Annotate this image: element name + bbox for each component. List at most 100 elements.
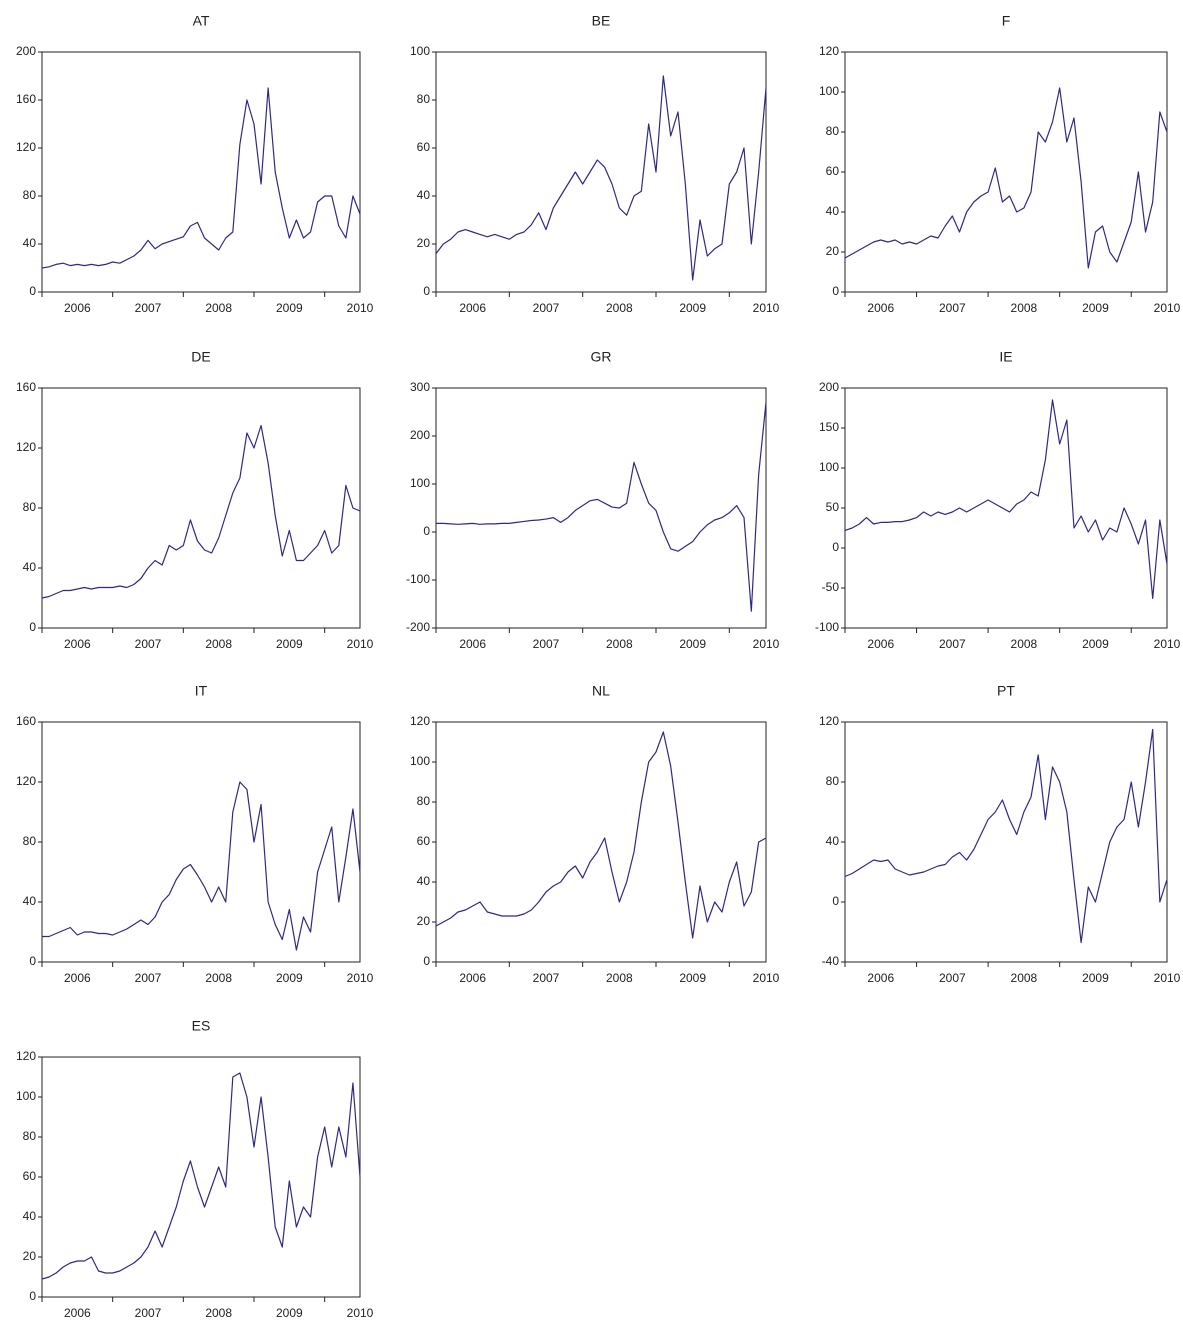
x-tick-label: 2007 — [135, 637, 162, 651]
y-tick-label: 80 — [23, 188, 37, 202]
y-tick-label: 100 — [819, 84, 839, 98]
x-tick-label: 2008 — [205, 301, 232, 315]
x-tick-label: 2010 — [347, 637, 374, 651]
x-tick-label: 2007 — [939, 637, 966, 651]
panel: BE 0 20 40 60 80 100 2006 2007 2008 2009 2010 — [410, 13, 780, 315]
x-tick-label: 2009 — [679, 637, 706, 651]
x-tick-label: 2006 — [64, 1306, 91, 1320]
y-tick-label: -50 — [822, 580, 840, 594]
panel-title: PT — [997, 683, 1015, 699]
y-tick-label: 160 — [16, 92, 36, 106]
data-line — [41, 87, 361, 269]
data-line — [844, 87, 1168, 269]
panel: NL 0 20 40 60 80 100 120 2006 2007 2008 2009 2010 — [410, 683, 780, 985]
y-tick-label: 0 — [832, 284, 839, 298]
x-tick-label: 2006 — [64, 971, 91, 985]
data-line — [41, 424, 361, 599]
panel-title: AT — [193, 13, 210, 29]
x-tick-label: 2007 — [533, 971, 560, 985]
panel: DE 0 40 80 120 160 2006 2007 2008 2009 2010 — [16, 349, 374, 651]
x-tick-label: 2008 — [1011, 971, 1038, 985]
y-tick-label: 120 — [16, 140, 36, 154]
y-tick-label: 40 — [826, 834, 840, 848]
x-tick-label: 2009 — [1082, 637, 1109, 651]
y-tick-label: -200 — [406, 620, 430, 634]
y-tick-label: 100 — [410, 476, 430, 490]
y-tick-label: 40 — [417, 874, 431, 888]
y-tick-label: 0 — [29, 954, 36, 968]
x-tick-label: 2009 — [679, 971, 706, 985]
y-tick-label: 100 — [819, 460, 839, 474]
x-tick-label: 2009 — [276, 1306, 303, 1320]
x-tick-label: 2009 — [276, 637, 303, 651]
y-tick-label: 60 — [417, 834, 431, 848]
y-tick-label: 0 — [29, 1289, 36, 1303]
y-tick-label: 0 — [832, 894, 839, 908]
plot-frame — [435, 387, 767, 629]
panel-title: ES — [192, 1018, 211, 1034]
y-tick-label: 60 — [417, 140, 431, 154]
y-tick-label: 60 — [826, 164, 840, 178]
plot-frame — [41, 51, 361, 293]
data-line — [41, 1072, 361, 1280]
x-tick-label: 2010 — [753, 637, 780, 651]
plot-frame — [41, 387, 361, 629]
y-tick-label: 120 — [16, 440, 36, 454]
plot-frame — [435, 721, 767, 963]
y-tick-label: -100 — [406, 572, 430, 586]
y-tick-label: 120 — [16, 1049, 36, 1063]
x-tick-label: 2007 — [533, 301, 560, 315]
y-tick-label: 100 — [410, 44, 430, 58]
x-tick-label: 2010 — [753, 301, 780, 315]
y-tick-label: 80 — [826, 124, 840, 138]
x-tick-label: 2007 — [939, 971, 966, 985]
y-tick-label: -40 — [822, 954, 840, 968]
x-tick-label: 2006 — [459, 637, 486, 651]
plot-frame — [435, 51, 767, 293]
data-line — [844, 399, 1168, 599]
y-tick-label: 300 — [410, 380, 430, 394]
x-tick-label: 2008 — [606, 301, 633, 315]
data-line — [435, 731, 767, 939]
x-tick-label: 2010 — [1154, 301, 1181, 315]
x-tick-label: 2008 — [1011, 637, 1038, 651]
x-tick-label: 2006 — [867, 637, 894, 651]
y-tick-label: 120 — [819, 714, 839, 728]
y-tick-label: -100 — [815, 620, 839, 634]
x-tick-label: 2007 — [939, 301, 966, 315]
y-tick-label: 200 — [410, 428, 430, 442]
data-line — [844, 728, 1168, 944]
y-tick-label: 120 — [410, 714, 430, 728]
y-tick-label: 40 — [23, 1209, 37, 1223]
x-tick-label: 2009 — [276, 971, 303, 985]
y-tick-label: 20 — [417, 236, 431, 250]
x-tick-label: 2007 — [135, 1306, 162, 1320]
y-tick-label: 160 — [16, 714, 36, 728]
x-tick-label: 2010 — [1154, 971, 1181, 985]
panel: IT 0 40 80 120 160 2006 2007 2008 2009 2010 — [16, 683, 374, 985]
panel-title: BE — [592, 13, 611, 29]
y-tick-label: 0 — [29, 284, 36, 298]
plot-frame — [844, 387, 1168, 629]
y-tick-label: 80 — [23, 1129, 37, 1143]
x-tick-label: 2006 — [459, 971, 486, 985]
x-tick-label: 2008 — [1011, 301, 1038, 315]
y-tick-label: 20 — [23, 1249, 37, 1263]
y-tick-label: 200 — [819, 380, 839, 394]
x-tick-label: 2010 — [753, 971, 780, 985]
x-tick-label: 2006 — [867, 301, 894, 315]
x-tick-label: 2009 — [679, 301, 706, 315]
x-tick-label: 2008 — [606, 971, 633, 985]
panel-title: NL — [592, 683, 610, 699]
panel-title: F — [1002, 13, 1011, 29]
y-tick-label: 20 — [417, 914, 431, 928]
x-tick-label: 2010 — [1154, 637, 1181, 651]
panel-title: IT — [195, 683, 208, 699]
plot-frame — [844, 721, 1168, 963]
x-tick-label: 2008 — [606, 637, 633, 651]
data-line — [435, 75, 767, 281]
plot-frame — [41, 721, 361, 963]
y-tick-label: 50 — [826, 500, 840, 514]
